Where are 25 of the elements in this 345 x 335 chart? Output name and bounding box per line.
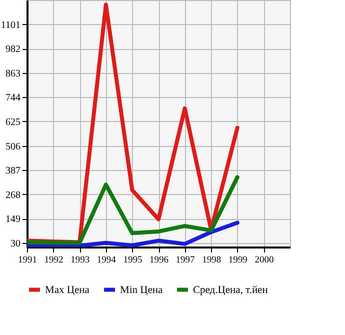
x-tick-label: 1997 [176,256,196,266]
legend-label: Max Цена [45,284,90,296]
x-tick-label: 1993 [70,256,90,266]
x-tick-label: 1991 [18,256,38,266]
y-tick-label: 744 [6,92,20,104]
x-tick-label: 1999 [228,256,248,266]
y-tick-label: 149 [6,214,20,226]
y-tick-label: 30 [10,238,20,250]
x-tick-label: 1992 [44,256,64,266]
x-tick-label: 1994 [96,256,116,266]
y-tick-label: 1101 [0,20,20,31]
y-tick-label: 506 [6,141,20,152]
x-tick-label: 1995 [123,256,142,266]
x-tick-label: 1998 [202,256,222,266]
legend-label: Сред.Цена, т.йен [193,284,268,296]
line-series [27,175,240,245]
y-tick-label: 387 [6,166,20,177]
y-tick-label: 863 [6,68,20,80]
x-tick-label: 1996 [150,256,169,266]
y-tick-label: 625 [6,116,20,128]
y-tick-label: 982 [6,44,20,56]
line-series [27,220,240,247]
legend-label: Min Цена [120,284,163,296]
y-tick-label: 268 [6,190,20,201]
x-tick-label: 2000 [254,256,274,266]
